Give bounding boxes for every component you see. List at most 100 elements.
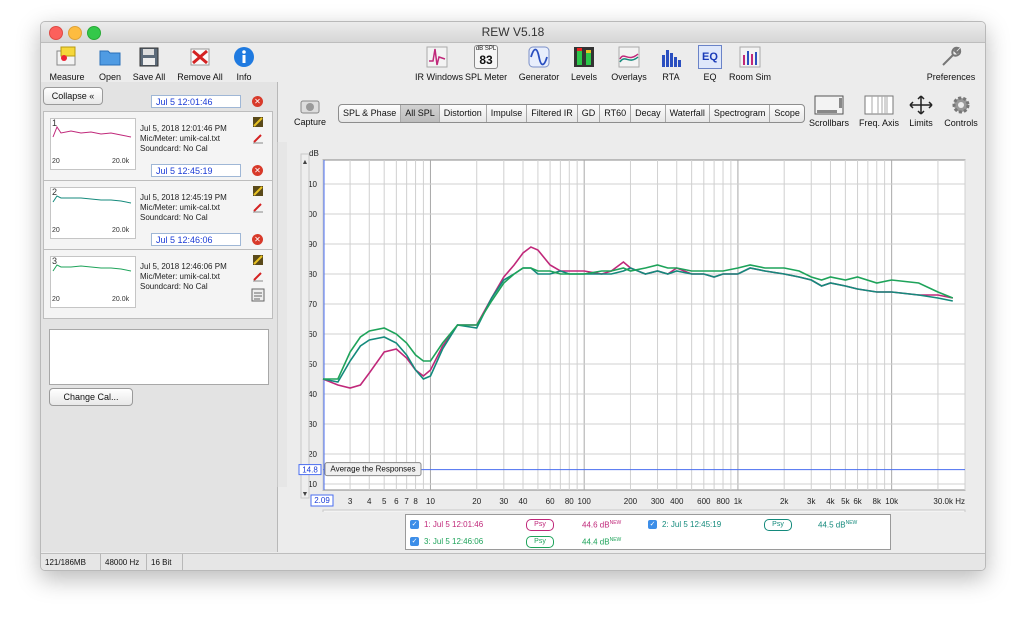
tab-gd[interactable]: GD <box>578 105 601 122</box>
measurement-card[interactable]: 1 20 20.0k Jul 5, 2018 12:01:46 PM Mic/M… <box>43 111 273 181</box>
spl-meter-icon: dB SPL 83 <box>474 45 498 69</box>
x-tick-label: 30 <box>499 497 508 506</box>
measurement-name-field[interactable]: Jul 5 12:01:46 <box>151 95 241 108</box>
gear-icon <box>952 96 970 114</box>
capture-button[interactable]: Capture <box>293 98 327 127</box>
controls-button[interactable]: Controls <box>941 95 981 128</box>
tab-filtered-ir[interactable]: Filtered IR <box>527 105 578 122</box>
legend-value: 44.5 dBNEW <box>818 520 858 530</box>
collapse-button[interactable]: Collapse « <box>43 87 103 105</box>
tab-decay[interactable]: Decay <box>631 105 666 122</box>
psy-button[interactable]: Psy <box>526 519 554 531</box>
eq-button[interactable]: EQ EQ <box>697 45 723 82</box>
spl-meter-button[interactable]: dB SPL 83 SPL Meter <box>465 45 508 82</box>
double-chevron-left-icon: « <box>89 91 95 101</box>
camera-icon <box>300 100 320 114</box>
pencil-icon[interactable] <box>252 270 264 282</box>
x-tick-label: 7 <box>404 497 409 506</box>
scrollbars-button[interactable]: Scrollbars <box>807 95 851 128</box>
scroll-up-icon[interactable]: ▲ <box>302 159 309 166</box>
y-tick-label: 30 <box>308 420 317 429</box>
plot-area[interactable] <box>322 159 966 491</box>
close-icon[interactable]: ✕ <box>252 96 263 107</box>
legend-value: 44.4 dBNEW <box>582 537 622 547</box>
rta-button[interactable]: RTA <box>659 45 683 82</box>
overlays-icon <box>618 46 640 68</box>
psy-button[interactable]: Psy <box>764 519 792 531</box>
average-responses-button[interactable] <box>324 462 422 477</box>
measure-icon <box>56 46 76 66</box>
x-tick-label: 1k <box>734 497 743 506</box>
x-tick-label: 4 <box>367 497 372 506</box>
y-tick-label: 90 <box>308 240 317 249</box>
x-tick-label: 30.0k Hz <box>933 497 965 506</box>
room-sim-icon <box>739 46 761 68</box>
window-close-button[interactable] <box>49 26 63 40</box>
close-icon[interactable]: ✕ <box>252 165 263 176</box>
y-tick-label: 60 <box>308 330 317 339</box>
tab-rt60[interactable]: RT60 <box>600 105 632 122</box>
y-scrollbar[interactable] <box>300 153 310 499</box>
ir-windows-button[interactable]: IR Windows <box>415 45 463 82</box>
tab-spl-phase[interactable]: SPL & Phase <box>339 105 402 122</box>
legend-checkbox-3[interactable]: ✓ <box>410 537 419 546</box>
measurement-card[interactable]: 3 20 20.0k Jul 5, 2018 12:46:06 PM Mic/M… <box>43 249 273 319</box>
close-icon[interactable]: ✕ <box>252 234 263 245</box>
save-all-button[interactable]: Save All <box>131 45 167 82</box>
lock-icon[interactable] <box>252 185 264 197</box>
tab-waterfall[interactable]: Waterfall <box>666 105 710 122</box>
legend-checkbox-1[interactable]: ✓ <box>410 520 419 529</box>
cursor-x-readout: 2.09 <box>314 496 330 505</box>
y-tick-label: 10 <box>308 480 317 489</box>
generator-button[interactable]: Generator <box>517 45 561 82</box>
tab-scope[interactable]: Scope <box>774 108 800 118</box>
lock-icon[interactable] <box>252 116 264 128</box>
open-button[interactable]: Open <box>93 45 127 82</box>
limits-button[interactable]: Limits <box>905 95 937 128</box>
levels-button[interactable]: Levels <box>569 45 599 82</box>
eq-icon: EQ <box>698 45 722 69</box>
panel-scrollbar[interactable] <box>277 142 287 487</box>
y-axis-label: dB <box>309 149 319 158</box>
y-tick-label: 40 <box>308 390 317 399</box>
freq-axis-button[interactable]: Freq. Axis <box>857 95 901 128</box>
measurement-name-field[interactable]: Jul 5 12:46:06 <box>151 233 241 246</box>
tab-impulse[interactable]: Impulse <box>487 105 528 122</box>
graph-tabs: SPL & Phase All SPL Distortion Impulse F… <box>338 104 805 123</box>
y-tick-label: 20 <box>308 450 317 459</box>
measurement-info: Jul 5, 2018 12:01:46 PM Mic/Meter: umik-… <box>140 124 227 153</box>
tab-distortion[interactable]: Distortion <box>440 105 487 122</box>
legend-checkbox-2[interactable]: ✓ <box>648 520 657 529</box>
change-cal-button[interactable]: Change Cal... <box>49 388 133 406</box>
cursor-y-readout-box <box>298 464 322 476</box>
x-tick-label: 600 <box>697 497 711 506</box>
x-tick-label: 400 <box>670 497 684 506</box>
tab-spectrogram[interactable]: Spectrogram <box>710 105 771 122</box>
series-line <box>323 264 954 380</box>
series-line <box>322 267 953 383</box>
info-button[interactable]: Info <box>231 45 257 82</box>
pencil-icon[interactable] <box>252 132 264 144</box>
measurement-info: Jul 5, 2018 12:45:19 PM Mic/Meter: umik-… <box>140 193 227 222</box>
ir-windows-icon <box>426 46 448 68</box>
psy-button[interactable]: Psy <box>526 536 554 548</box>
x-scrollbar[interactable] <box>322 509 966 512</box>
measure-button[interactable]: Measure <box>49 45 85 82</box>
scroll-down-icon[interactable]: ▼ <box>302 491 309 498</box>
measurement-name-field[interactable]: Jul 5 12:45:19 <box>151 164 241 177</box>
remove-all-button[interactable]: Remove All <box>175 45 225 82</box>
x-tick-label: 4k <box>826 497 835 506</box>
notes-area[interactable] <box>49 329 269 385</box>
notes-icon[interactable] <box>251 288 265 302</box>
limits-icon <box>909 95 933 115</box>
x-tick-label: 10 <box>426 497 435 506</box>
window-minimize-button[interactable] <box>68 26 82 40</box>
tab-all-spl[interactable]: All SPL <box>401 105 440 122</box>
pencil-icon[interactable] <box>252 201 264 213</box>
window-zoom-button[interactable] <box>87 26 101 40</box>
preferences-button[interactable]: Preferences <box>925 45 977 82</box>
lock-icon[interactable] <box>252 254 264 266</box>
overlays-button[interactable]: Overlays <box>609 45 649 82</box>
spl-chart[interactable]: 10 20 30 40 50 60 70 80 90 100 110 dB 3 4 5 6 7 8 10 20 30 40… <box>293 130 973 512</box>
room-sim-button[interactable]: Room Sim <box>729 45 771 82</box>
